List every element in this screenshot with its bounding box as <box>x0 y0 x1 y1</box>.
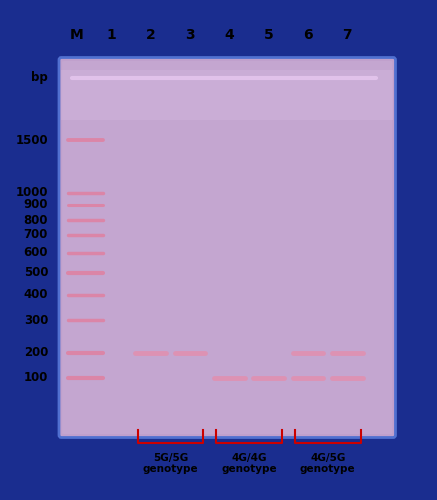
Text: 1000: 1000 <box>16 186 48 199</box>
Text: 700: 700 <box>24 228 48 241</box>
Text: 6: 6 <box>303 28 313 42</box>
Text: 100: 100 <box>24 371 48 384</box>
Text: 4: 4 <box>225 28 234 42</box>
Text: 5: 5 <box>264 28 274 42</box>
Text: 1: 1 <box>107 28 116 42</box>
Text: 4G/5G
genotype: 4G/5G genotype <box>300 452 356 474</box>
Text: 300: 300 <box>24 314 48 326</box>
Bar <box>61 70 393 120</box>
FancyBboxPatch shape <box>62 61 392 434</box>
Text: 900: 900 <box>24 198 48 211</box>
Text: 5G/5G
genotype: 5G/5G genotype <box>142 452 198 474</box>
FancyBboxPatch shape <box>59 58 395 438</box>
Text: 400: 400 <box>24 288 48 302</box>
Text: 500: 500 <box>24 266 48 279</box>
Text: 2: 2 <box>146 28 156 42</box>
Text: M: M <box>69 28 83 42</box>
Text: 3: 3 <box>185 28 195 42</box>
Text: 800: 800 <box>24 214 48 226</box>
Text: 600: 600 <box>24 246 48 259</box>
Text: 200: 200 <box>24 346 48 359</box>
Text: 7: 7 <box>343 28 352 42</box>
Text: bp: bp <box>31 71 48 84</box>
Text: 4G/4G
genotype: 4G/4G genotype <box>221 452 277 474</box>
Text: 1500: 1500 <box>15 134 48 146</box>
